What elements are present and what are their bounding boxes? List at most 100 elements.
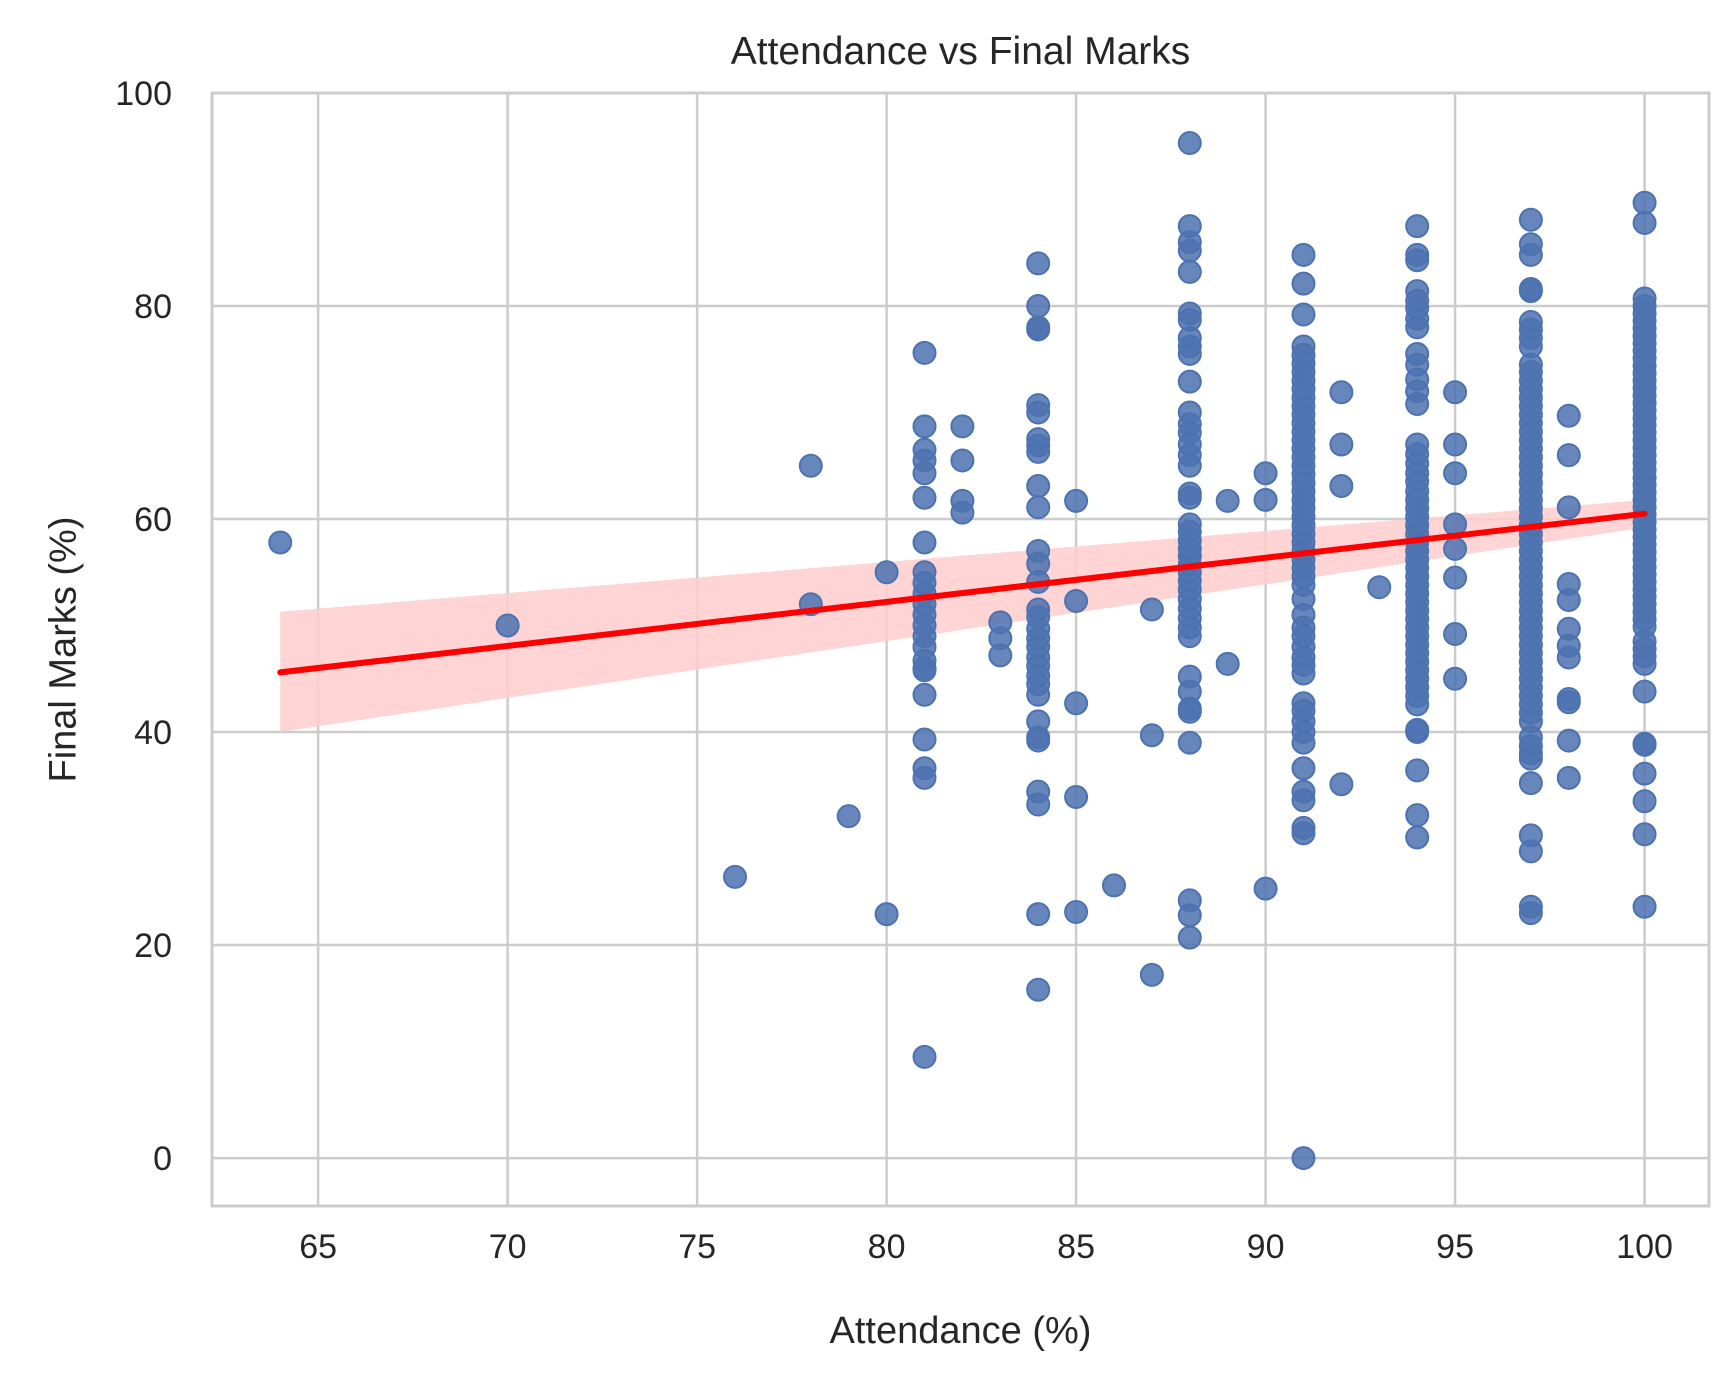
data-point — [1291, 271, 1316, 296]
x-tick-label: 65 — [299, 1228, 337, 1266]
data-point — [1064, 900, 1089, 925]
data-point — [1064, 488, 1089, 513]
data-point — [1026, 977, 1051, 1002]
data-point — [1064, 589, 1089, 614]
data-point — [1101, 873, 1126, 898]
data-point — [950, 448, 975, 473]
data-point — [912, 461, 937, 486]
data-point — [1329, 380, 1354, 405]
data-point — [1632, 651, 1657, 676]
data-point — [1405, 315, 1430, 340]
data-point — [1518, 839, 1543, 864]
data-point — [1177, 131, 1202, 156]
data-point — [1291, 756, 1316, 781]
x-axis-title: Attendance (%) — [830, 1310, 1092, 1352]
x-tick-label: 70 — [489, 1228, 527, 1266]
chart-title: Attendance vs Final Marks — [731, 30, 1191, 73]
data-point — [495, 613, 520, 638]
y-tick-label: 20 — [134, 927, 172, 965]
data-point — [1291, 788, 1316, 813]
data-point — [1556, 645, 1581, 670]
data-point — [1177, 699, 1202, 724]
data-point — [912, 727, 937, 752]
data-point — [1291, 1146, 1316, 1171]
data-point — [912, 658, 937, 683]
data-point — [1556, 765, 1581, 790]
data-point — [1291, 821, 1316, 846]
data-point — [1253, 876, 1278, 901]
data-point — [1443, 666, 1468, 691]
data-point — [1632, 761, 1657, 786]
regression-line-layer — [277, 510, 1648, 676]
data-point — [1405, 248, 1430, 273]
y-tick-label: 100 — [115, 75, 172, 113]
data-point — [1632, 732, 1657, 757]
data-point — [1177, 624, 1202, 649]
data-point — [1632, 190, 1657, 215]
x-tick-label: 90 — [1247, 1228, 1285, 1266]
data-point — [874, 902, 899, 927]
data-point — [1443, 432, 1468, 457]
data-point — [1253, 487, 1278, 512]
data-point — [1064, 691, 1089, 716]
data-point — [1518, 207, 1543, 232]
data-point — [1026, 400, 1051, 425]
y-axis-title: Final Marks (%) — [42, 516, 84, 782]
data-point — [268, 530, 293, 555]
data-point — [1177, 925, 1202, 950]
data-point — [1443, 461, 1468, 486]
data-point — [912, 485, 937, 510]
data-point — [1291, 661, 1316, 686]
data-point — [1177, 903, 1202, 928]
data-point — [1632, 822, 1657, 847]
data-point — [988, 643, 1013, 668]
y-tick-labels: 0 20 40 60 80 100 — [115, 75, 172, 1178]
data-point — [1443, 565, 1468, 590]
data-point — [1405, 825, 1430, 850]
plot-frame — [210, 91, 1711, 1208]
data-point — [912, 765, 937, 790]
x-tick-labels: 65 70 75 80 85 90 95 100 — [299, 1228, 1673, 1266]
data-point — [1177, 341, 1202, 366]
data-point — [1064, 785, 1089, 810]
data-point — [1291, 242, 1316, 267]
data-point — [1556, 690, 1581, 715]
data-point — [1518, 746, 1543, 771]
data-point — [836, 804, 861, 829]
data-point — [1632, 210, 1657, 235]
data-point — [1253, 461, 1278, 486]
data-point — [1177, 369, 1202, 394]
y-tick-label: 80 — [134, 288, 172, 326]
data-point — [1367, 575, 1392, 600]
data-point — [798, 453, 823, 478]
regression-line — [277, 510, 1648, 676]
data-point — [1026, 439, 1051, 464]
data-point — [1026, 792, 1051, 817]
data-point — [1405, 758, 1430, 783]
data-point — [1329, 474, 1354, 499]
data-point — [1405, 692, 1430, 717]
data-point — [1518, 771, 1543, 796]
data-point — [874, 560, 899, 585]
data-point — [1139, 723, 1164, 748]
data-point — [1556, 728, 1581, 753]
data-point — [912, 340, 937, 365]
data-points — [268, 131, 1657, 1171]
x-tick-label: 95 — [1436, 1228, 1474, 1266]
data-point — [1556, 443, 1581, 468]
data-point — [950, 500, 975, 525]
data-point — [1632, 679, 1657, 704]
data-point — [1518, 901, 1543, 926]
data-point — [1632, 894, 1657, 919]
data-point — [1139, 962, 1164, 987]
data-point — [1291, 730, 1316, 755]
data-point — [912, 414, 937, 439]
x-tick-label: 85 — [1057, 1228, 1095, 1266]
y-tick-label: 60 — [134, 501, 172, 539]
data-point — [1139, 597, 1164, 622]
data-point — [912, 1044, 937, 1069]
data-point — [1177, 453, 1202, 478]
data-point — [1443, 380, 1468, 405]
data-point — [1215, 488, 1240, 513]
x-tick-label: 100 — [1616, 1228, 1673, 1266]
